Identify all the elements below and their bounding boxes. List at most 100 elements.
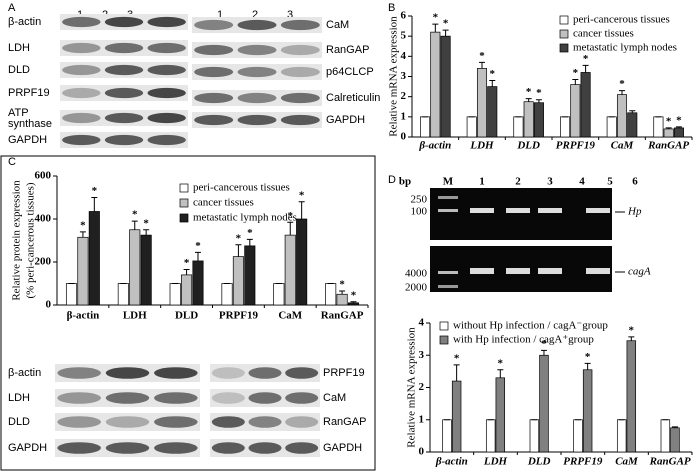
legend-swatch bbox=[179, 213, 189, 223]
blot-band bbox=[211, 442, 245, 454]
bar bbox=[616, 419, 627, 453]
gel-band bbox=[470, 268, 494, 274]
blot-band bbox=[147, 64, 186, 76]
significance-marker: * bbox=[454, 352, 460, 364]
significance-marker: * bbox=[573, 67, 579, 79]
y-axis-label: Relative protein expression bbox=[11, 180, 23, 301]
significance-marker: * bbox=[92, 185, 98, 197]
blot-band bbox=[248, 416, 282, 428]
y-tick-label: 4 bbox=[401, 50, 407, 62]
error-bar bbox=[671, 426, 678, 428]
significance-marker: * bbox=[184, 257, 190, 269]
significance-marker: * bbox=[526, 86, 532, 98]
lane-number: 1 bbox=[217, 9, 223, 21]
significance-marker: * bbox=[490, 68, 496, 80]
y-tick-label: 6 bbox=[401, 10, 407, 22]
bar bbox=[129, 229, 141, 306]
x-tick-label: β-actin bbox=[67, 310, 100, 322]
x-tick-label: DLD bbox=[175, 310, 198, 322]
error-bar bbox=[79, 231, 86, 238]
gel-band bbox=[506, 268, 530, 274]
gel-size: 250 bbox=[411, 194, 428, 206]
significance-marker: * bbox=[339, 279, 345, 291]
error-bar bbox=[497, 369, 504, 378]
blot-band bbox=[194, 66, 234, 78]
panel-c-frame bbox=[0, 155, 376, 471]
blot-label: β-actin bbox=[8, 367, 41, 379]
error-bar bbox=[131, 220, 138, 230]
blot-band bbox=[237, 19, 277, 31]
bar bbox=[626, 340, 637, 453]
significance-marker: * bbox=[498, 357, 504, 369]
gel-header: 2 bbox=[515, 176, 521, 188]
bar bbox=[580, 72, 591, 138]
blot-band bbox=[280, 92, 320, 104]
y-axis-label: (% peri-cancerous tissues) bbox=[25, 182, 37, 298]
legend-swatch bbox=[179, 198, 189, 208]
significance-marker: * bbox=[666, 115, 672, 127]
error-bar bbox=[540, 349, 547, 356]
blot-band bbox=[105, 416, 150, 428]
y-axis-label: Relative mRNA expression bbox=[406, 327, 418, 448]
error-bar bbox=[675, 126, 682, 128]
error-bar bbox=[665, 127, 672, 129]
x-tick-label: LDH bbox=[469, 140, 494, 152]
error-bar bbox=[584, 362, 591, 370]
blot-label: Calreticulin bbox=[326, 92, 380, 104]
significance-marker: * bbox=[288, 210, 294, 222]
error-bar bbox=[143, 229, 150, 236]
y-tick-label: 5 bbox=[401, 30, 407, 42]
legend-label: cancer tissues bbox=[193, 197, 254, 209]
x-tick-label: CaM bbox=[611, 140, 635, 152]
blot-band bbox=[154, 367, 198, 379]
bar bbox=[616, 94, 628, 138]
bar bbox=[582, 369, 593, 453]
error-bar bbox=[246, 238, 253, 246]
ladder-band bbox=[438, 209, 458, 212]
bar bbox=[65, 283, 78, 306]
error-bar bbox=[628, 336, 635, 341]
bar bbox=[539, 354, 549, 453]
error-bar bbox=[619, 90, 625, 95]
blot-label: RanGAP bbox=[323, 416, 366, 428]
x-tick-label: CaM bbox=[278, 310, 302, 322]
blot-band bbox=[104, 42, 144, 54]
blot-label: CaM bbox=[323, 392, 346, 404]
blot-band bbox=[104, 64, 144, 76]
bar bbox=[653, 116, 664, 138]
blot-band bbox=[104, 16, 144, 28]
significance-marker: * bbox=[247, 227, 253, 239]
bar bbox=[495, 377, 506, 453]
bar bbox=[347, 302, 360, 306]
significance-marker: * bbox=[583, 53, 589, 65]
x-tick-label: DLD bbox=[527, 456, 551, 468]
blot-label: GAPDH bbox=[8, 134, 47, 146]
bar bbox=[606, 116, 617, 138]
error-bar bbox=[339, 290, 346, 295]
y-tick-label: 4 bbox=[419, 317, 425, 329]
bar bbox=[420, 116, 431, 138]
gel-band bbox=[538, 268, 562, 274]
significance-marker: * bbox=[443, 18, 449, 30]
gel-header: 5 bbox=[607, 176, 613, 188]
y-tick-label: 3 bbox=[401, 70, 407, 82]
bar bbox=[476, 68, 488, 138]
bar bbox=[523, 101, 534, 138]
bar bbox=[487, 86, 498, 138]
blot-label: RanGAP bbox=[326, 44, 369, 56]
x-tick-label: β-actin bbox=[435, 456, 468, 468]
blot-band bbox=[237, 66, 277, 78]
blot-band bbox=[104, 112, 144, 124]
legend-label: metastatic lymph nodes bbox=[193, 212, 297, 224]
gel-hp bbox=[430, 188, 612, 240]
gel-header: 4 bbox=[579, 176, 585, 188]
y-tick-label: 600 bbox=[35, 170, 52, 182]
blot-band bbox=[62, 42, 101, 54]
gel-band bbox=[586, 268, 610, 274]
blot-label: β-actin bbox=[8, 16, 41, 28]
bar bbox=[336, 293, 348, 306]
blot-band bbox=[57, 367, 101, 379]
legend-label: peri-cancerous tissues bbox=[193, 182, 290, 194]
blot-band bbox=[62, 134, 101, 146]
